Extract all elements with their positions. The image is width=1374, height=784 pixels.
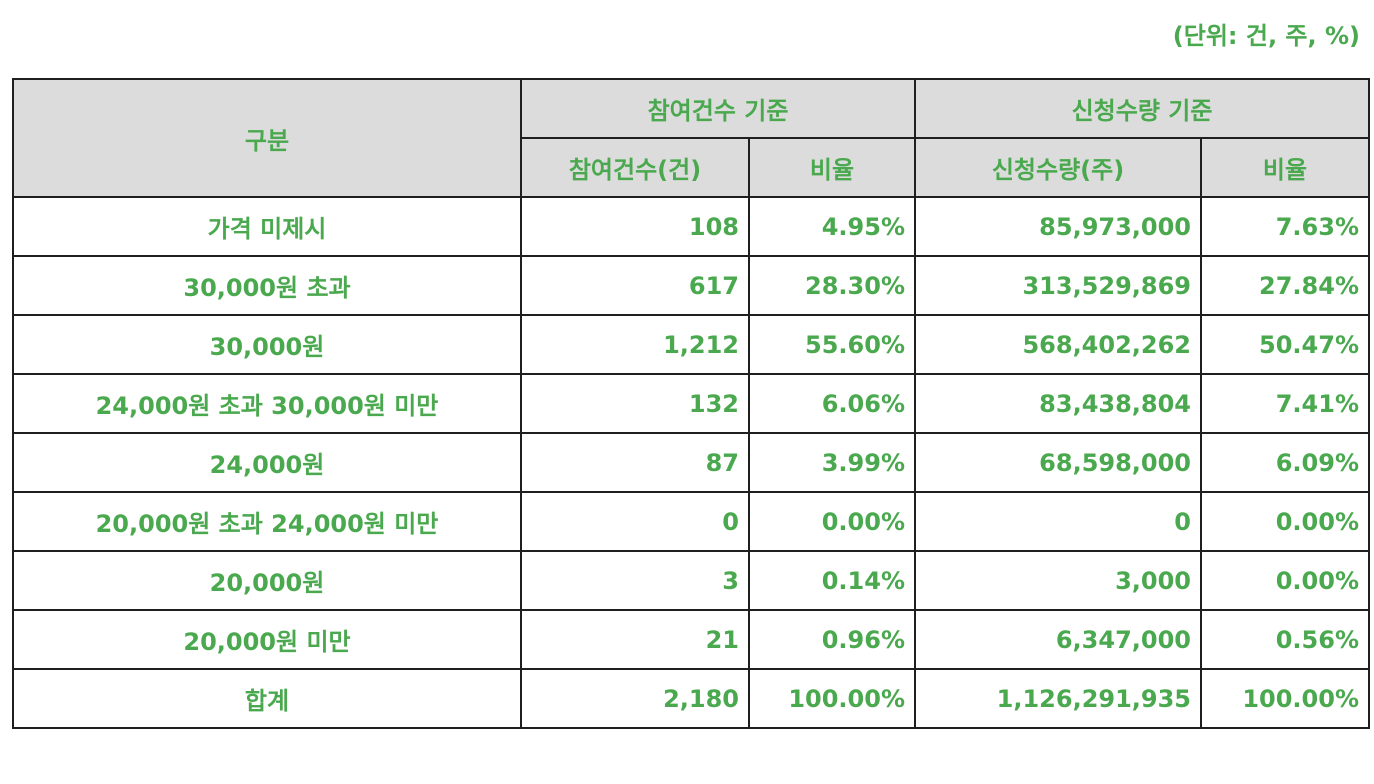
quantity-cell: 85,973,000 <box>914 196 1202 257</box>
header-participation-ratio: 비율 <box>748 137 916 198</box>
quantity-cell: 83,438,804 <box>914 373 1202 434</box>
row-label: 24,000원 <box>12 432 522 493</box>
header-row-sub: 참여건수(건) 비율 신청수량(주) 비율 <box>13 137 1370 198</box>
quantity-cell: 3,000 <box>914 550 1202 611</box>
row-label: 24,000원 초과 30,000원 미만 <box>12 373 522 434</box>
row-label: 가격 미제시 <box>12 196 522 257</box>
participation-count-cell: 1,212 <box>520 314 750 375</box>
participation-count-cell: 0 <box>520 491 750 552</box>
quantity-ratio-cell: 0.00% <box>1200 491 1370 552</box>
row-label: 30,000원 <box>12 314 522 375</box>
participation-ratio-cell: 100.00% <box>748 668 916 729</box>
table-row: 20,000원 미만 21 0.96% 6,347,000 0.56% <box>12 609 1370 670</box>
quantity-cell: 1,126,291,935 <box>914 668 1202 729</box>
unit-note: (단위: 건, 주, %) <box>1172 22 1360 50</box>
participation-ratio-cell: 0.96% <box>748 609 916 670</box>
quantity-ratio-cell: 27.84% <box>1200 255 1370 316</box>
participation-ratio-cell: 3.99% <box>748 432 916 493</box>
quantity-ratio-cell: 50.47% <box>1200 314 1370 375</box>
table-row: 24,000원 초과 30,000원 미만 132 6.06% 83,438,8… <box>12 373 1370 434</box>
quantity-ratio-cell: 0.56% <box>1200 609 1370 670</box>
row-label: 20,000원 미만 <box>12 609 522 670</box>
row-label: 합계 <box>12 668 522 729</box>
participation-count-cell: 21 <box>520 609 750 670</box>
row-label: 20,000원 초과 24,000원 미만 <box>12 491 522 552</box>
table-row: 20,000원 3 0.14% 3,000 0.00% <box>12 550 1370 611</box>
row-label: 20,000원 <box>12 550 522 611</box>
participation-ratio-cell: 4.95% <box>748 196 916 257</box>
quantity-cell: 0 <box>914 491 1202 552</box>
table-row: 가격 미제시 108 4.95% 85,973,000 7.63% <box>12 196 1370 257</box>
participation-count-cell: 617 <box>520 255 750 316</box>
table-row: 30,000원 초과 617 28.30% 313,529,869 27.84% <box>12 255 1370 316</box>
quantity-ratio-cell: 100.00% <box>1200 668 1370 729</box>
quantity-ratio-cell: 7.41% <box>1200 373 1370 434</box>
participation-ratio-cell: 28.30% <box>748 255 916 316</box>
header-category: 구분 <box>12 78 522 198</box>
participation-ratio-cell: 0.00% <box>748 491 916 552</box>
participation-count-cell: 132 <box>520 373 750 434</box>
quantity-cell: 313,529,869 <box>914 255 1202 316</box>
table-row: 24,000원 87 3.99% 68,598,000 6.09% <box>12 432 1370 493</box>
participation-count-cell: 3 <box>520 550 750 611</box>
table-row: 30,000원 1,212 55.60% 568,402,262 50.47% <box>12 314 1370 375</box>
participation-ratio-cell: 6.06% <box>748 373 916 434</box>
header-quantity: 신청수량(주) <box>914 137 1202 198</box>
table-body: 가격 미제시 108 4.95% 85,973,000 7.63% 30,000… <box>12 196 1370 729</box>
table-header: 구분 참여건수 기준 신청수량 기준 참여건수(건) 비율 신청수량(주) 비율 <box>12 78 1370 198</box>
quantity-cell: 68,598,000 <box>914 432 1202 493</box>
participation-count-cell: 2,180 <box>520 668 750 729</box>
participation-ratio-cell: 0.14% <box>748 550 916 611</box>
quantity-cell: 568,402,262 <box>914 314 1202 375</box>
participation-count-cell: 108 <box>520 196 750 257</box>
quantity-ratio-cell: 6.09% <box>1200 432 1370 493</box>
row-label: 30,000원 초과 <box>12 255 522 316</box>
header-participation-count: 참여건수(건) <box>520 137 750 198</box>
quantity-cell: 6,347,000 <box>914 609 1202 670</box>
table-row: 20,000원 초과 24,000원 미만 0 0.00% 0 0.00% <box>12 491 1370 552</box>
demand-forecast-table: 구분 참여건수 기준 신청수량 기준 참여건수(건) 비율 신청수량(주) 비율… <box>12 78 1370 729</box>
participation-ratio-cell: 55.60% <box>748 314 916 375</box>
header-group-quantity: 신청수량 기준 <box>914 78 1370 139</box>
table-row-total: 합계 2,180 100.00% 1,126,291,935 100.00% <box>12 668 1370 729</box>
quantity-ratio-cell: 0.00% <box>1200 550 1370 611</box>
header-quantity-ratio: 비율 <box>1200 137 1370 198</box>
header-row-group: 구분 참여건수 기준 신청수량 기준 <box>12 78 1370 198</box>
quantity-ratio-cell: 7.63% <box>1200 196 1370 257</box>
participation-count-cell: 87 <box>520 432 750 493</box>
header-group-participation: 참여건수 기준 <box>520 78 916 139</box>
